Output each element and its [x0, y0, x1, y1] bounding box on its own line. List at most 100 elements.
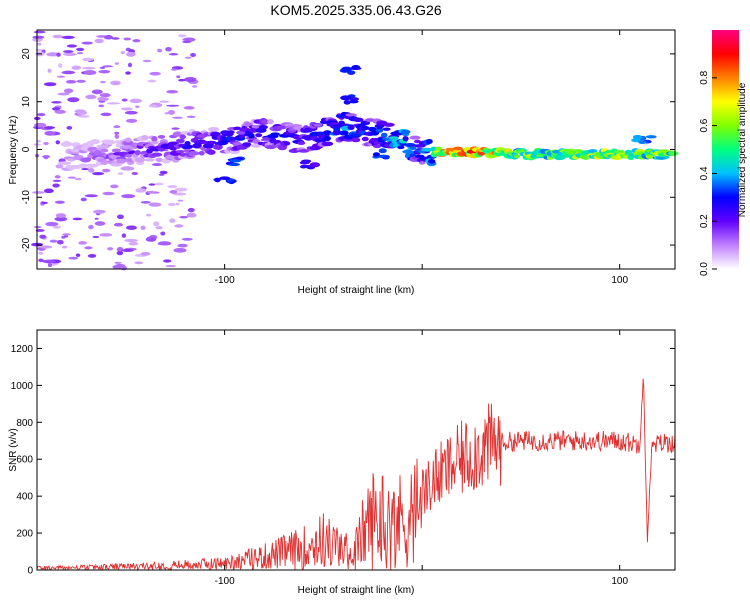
spectrogram-cell — [349, 97, 360, 101]
spectrogram-cell — [124, 238, 139, 243]
spectrogram-x-ticks: -100 100 — [215, 30, 628, 286]
spectrogram-cell — [92, 235, 100, 239]
spectrogram-cell — [186, 115, 196, 119]
spectrogram-cell — [134, 149, 141, 156]
spectrogram-cell — [174, 224, 184, 228]
spectrogram-cell — [219, 140, 227, 146]
spectrogram-cell — [178, 78, 186, 82]
spectrogram-cell — [78, 115, 90, 118]
spectrogram-cell — [313, 123, 323, 127]
spectrogram-cell — [125, 71, 131, 75]
spectrogram-cell — [135, 105, 140, 108]
spectrogram-cell — [248, 134, 255, 139]
spectrogram-cell — [68, 256, 79, 260]
spectrogram-cell — [100, 112, 112, 117]
spectrogram-cell — [54, 175, 61, 179]
spectrogram-cell — [41, 201, 48, 204]
spectrogram-cell — [62, 50, 74, 54]
spectrogram-cell — [148, 183, 156, 186]
spectrogram-cell — [372, 152, 381, 157]
spectrogram-cell — [206, 140, 217, 145]
spectrogram-cell — [76, 79, 86, 83]
spectrogram-cell — [184, 141, 191, 146]
spectrogram-cell — [86, 163, 99, 168]
spectrogram-x-tick-label: -100 — [215, 275, 235, 286]
spectrogram-cell — [198, 150, 205, 156]
spectrogram-cell — [228, 162, 241, 167]
spectrogram-cell — [418, 161, 426, 165]
spectrogram-cell — [153, 221, 160, 227]
spectrogram-cell — [37, 42, 42, 46]
snr-y-tick-label: 1200 — [11, 344, 34, 355]
spectrogram-cell — [116, 158, 127, 164]
spectrogram-cell — [347, 70, 356, 75]
spectrogram-cell — [421, 147, 433, 152]
spectrogram-cell — [52, 183, 60, 188]
spectrogram-cell — [52, 225, 62, 229]
spectrogram-cell — [167, 202, 176, 207]
spectrogram-cell — [148, 104, 158, 108]
spectrogram-cell — [42, 259, 56, 264]
spectrogram-cell — [177, 243, 188, 248]
spectrogram-cell — [100, 80, 106, 84]
spectrogram-cell — [60, 141, 73, 147]
spectrogram-cell — [378, 148, 387, 154]
spectrogram-cell — [427, 158, 436, 164]
colorbar-tick-label: 0.0 — [699, 262, 710, 276]
spectrogram-cell — [110, 184, 119, 189]
spectrogram-cell — [61, 70, 76, 75]
spectrogram-cell — [375, 128, 384, 133]
spectrogram-cell — [33, 225, 42, 229]
spectrogram-cell — [38, 251, 44, 255]
spectrogram-cell — [361, 125, 370, 131]
spectrogram-cell — [35, 228, 45, 232]
spectrogram-cell — [76, 47, 85, 52]
colorbar-tick-label: 0.2 — [699, 214, 710, 228]
spectrogram-cell — [297, 149, 310, 153]
spectrogram-cell — [172, 116, 183, 119]
spectrogram-cell — [200, 140, 208, 144]
spectrogram-cell — [43, 188, 54, 194]
spectrogram-x-tick-label: 100 — [611, 275, 628, 286]
snr-y-tick-label: 0 — [27, 566, 33, 577]
spectrogram-cell — [114, 62, 119, 65]
spectrogram-cell — [151, 152, 163, 157]
spectrogram-cell — [82, 57, 94, 62]
spectrogram-cell — [116, 251, 124, 256]
colorbar: 0.0 0.2 0.4 0.6 0.8 Normalized spectral ampl… — [699, 30, 748, 276]
spectrogram-cell — [54, 109, 66, 114]
spectrogram-cell — [44, 130, 56, 136]
snr-x-label: Height of straight line (km) — [298, 585, 415, 596]
spectrogram-cell — [84, 246, 93, 250]
spectrogram-cell — [120, 51, 126, 54]
spectrogram-cell — [452, 146, 463, 151]
spectrogram-cell — [146, 236, 152, 241]
spectrogram-cell — [73, 154, 84, 159]
spectrogram-cell — [126, 51, 136, 57]
spectrogram-cell — [39, 245, 52, 249]
spectrogram-cell — [55, 164, 64, 169]
spectrogram-cell — [80, 168, 90, 171]
spectrogram-cell — [207, 150, 216, 155]
spectrogram-cell — [124, 154, 133, 158]
spectrogram-cell — [117, 172, 124, 175]
spectrogram-cell — [165, 264, 177, 268]
spectrogram-cell — [100, 148, 109, 153]
spectrogram-cell — [91, 89, 103, 95]
spectrogram-cell — [186, 212, 197, 218]
spectrogram-cell — [179, 134, 187, 140]
spectrogram-cell — [270, 132, 280, 136]
spectrogram-cell — [361, 136, 369, 142]
spectrogram-cell — [140, 251, 151, 256]
spectrogram-cell — [183, 106, 195, 110]
spectrogram-cell — [149, 71, 161, 76]
spectrogram-cell — [158, 173, 165, 176]
spectrogram-y-tick-label: 0 — [21, 146, 32, 152]
spectrogram-cell — [638, 140, 647, 145]
spectrogram-cell — [134, 261, 144, 265]
spectrogram-cell — [121, 98, 128, 102]
spectrogram-cell — [81, 41, 93, 45]
spectrogram-cell — [132, 39, 141, 43]
spectrogram-cell — [61, 35, 75, 40]
snr-y-tick-label: 800 — [16, 418, 33, 429]
